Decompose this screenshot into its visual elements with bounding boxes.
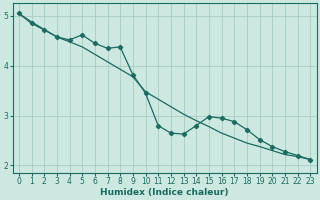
X-axis label: Humidex (Indice chaleur): Humidex (Indice chaleur) (100, 188, 229, 197)
